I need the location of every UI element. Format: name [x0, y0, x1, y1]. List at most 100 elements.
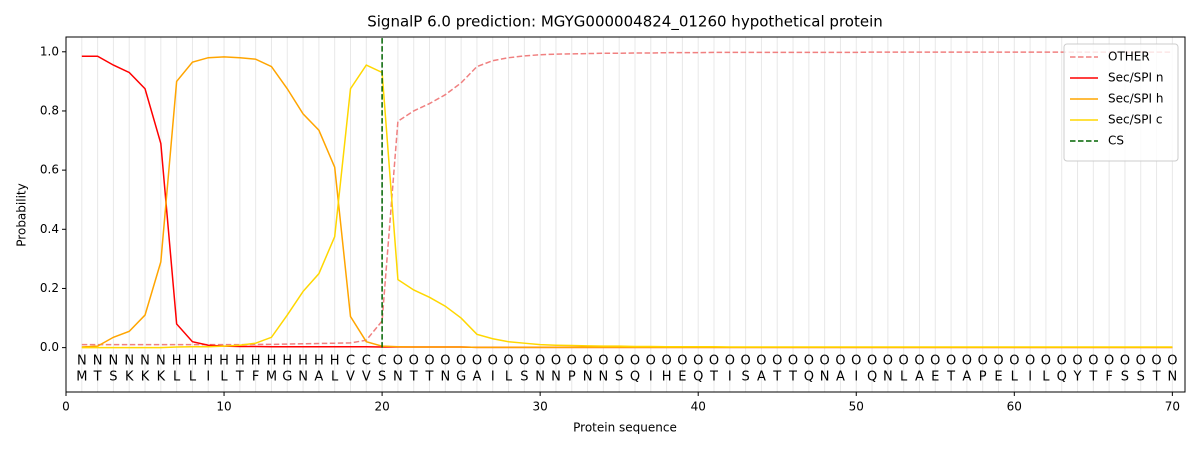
residue-label: O [1104, 354, 1114, 369]
residue: Q [630, 370, 640, 385]
residue: P [979, 370, 987, 385]
residue-label: O [804, 354, 814, 369]
residue-label: O [1057, 354, 1067, 369]
series-line [81, 51, 1173, 346]
axes: 0 10 20 30 40 50 60 700.00.20.40.60.81.0MNTNSNK… [40, 44, 1180, 413]
residue: L [173, 370, 181, 385]
residue: T [1088, 370, 1097, 385]
x-tick-label: 40 [691, 400, 706, 414]
residue: N [393, 370, 403, 385]
residue-label: C [346, 354, 355, 369]
residue: S [520, 370, 528, 385]
y-tick-label: 0.8 [40, 103, 59, 117]
residue: L [189, 370, 197, 385]
residue-label: O [535, 354, 545, 369]
residue-label: O [946, 354, 956, 369]
residue: Q [693, 370, 703, 385]
residue-label: O [709, 354, 719, 369]
residue: A [757, 370, 766, 385]
residue: G [282, 370, 292, 385]
residue: L [1042, 370, 1050, 385]
residue-label: O [867, 354, 877, 369]
residue-label: O [456, 354, 466, 369]
residue: T [1152, 370, 1161, 385]
residue-label: H [330, 354, 340, 369]
residue: N [883, 370, 893, 385]
residue: G [456, 370, 466, 385]
residue: P [568, 370, 576, 385]
legend-box [1063, 43, 1179, 162]
residue: I [1028, 370, 1032, 385]
residue: I [206, 370, 210, 385]
residue: N [599, 370, 609, 385]
series-line [81, 64, 1173, 349]
residue: T [235, 370, 244, 385]
y-axis-label: Probability [15, 183, 29, 246]
residue: Y [1073, 370, 1082, 385]
residue-label: O [693, 354, 703, 369]
residue-label: O [519, 354, 529, 369]
x-tick-label: 0 [62, 400, 70, 414]
residue-label: H [298, 354, 308, 369]
residue: A [472, 370, 481, 385]
residue-label: O [772, 354, 782, 369]
y-tick-label: 0.0 [40, 340, 59, 354]
residue: N [1167, 370, 1177, 385]
residue: S [615, 370, 623, 385]
residue: S [741, 370, 749, 385]
residue: I [491, 370, 495, 385]
residue: I [854, 370, 858, 385]
legend-label: OTHER [1108, 50, 1150, 64]
residue: A [314, 370, 323, 385]
residue: S [1121, 370, 1129, 385]
residue: N [583, 370, 593, 385]
residue-label: N [77, 354, 87, 369]
residue: T [425, 370, 434, 385]
legend-label: Sec/SPI h [1108, 92, 1163, 106]
residue-label: H [251, 354, 261, 369]
residue: L [505, 370, 513, 385]
residue: F [252, 370, 259, 385]
residue-label: O [820, 354, 830, 369]
residue: E [931, 370, 939, 385]
legend: OTHER Sec/SPI n Sec/SPI h Sec/SPI c CS [1063, 43, 1179, 162]
residue-label: N [109, 354, 119, 369]
residue-label: O [661, 354, 671, 369]
residue: A [962, 370, 971, 385]
residue: Q [867, 370, 877, 385]
residue: N [298, 370, 308, 385]
residue: S [378, 370, 386, 385]
residue-label: O [614, 354, 624, 369]
legend-label: Sec/SPI n [1108, 71, 1163, 85]
x-tick-label: 70 [1165, 400, 1180, 414]
x-tick-label: 30 [533, 400, 548, 414]
residue: N [440, 370, 450, 385]
residue: K [141, 370, 150, 385]
x-tick-label: 50 [849, 400, 864, 414]
residue-label: N [156, 354, 166, 369]
residue: N [535, 370, 545, 385]
residue-label: O [1120, 354, 1130, 369]
residue-label: H [282, 354, 292, 369]
residue: L [220, 370, 228, 385]
residue-label: O [914, 354, 924, 369]
residue: H [662, 370, 672, 385]
residue-label: O [440, 354, 450, 369]
residue-label: O [756, 354, 766, 369]
residue-label: C [378, 354, 387, 369]
residue: L [900, 370, 908, 385]
residue-label: H [267, 354, 277, 369]
residue-label: O [488, 354, 498, 369]
residue: A [836, 370, 845, 385]
residue-label: N [93, 354, 103, 369]
residue-label: H [219, 354, 229, 369]
residue-label: O [646, 354, 656, 369]
residue-label: O [598, 354, 608, 369]
residue: M [76, 370, 87, 385]
plot-area [81, 37, 1173, 349]
residue: M [266, 370, 277, 385]
residue-label: O [1009, 354, 1019, 369]
x-axis-label: Protein sequence [573, 421, 677, 435]
residue-label: H [203, 354, 213, 369]
